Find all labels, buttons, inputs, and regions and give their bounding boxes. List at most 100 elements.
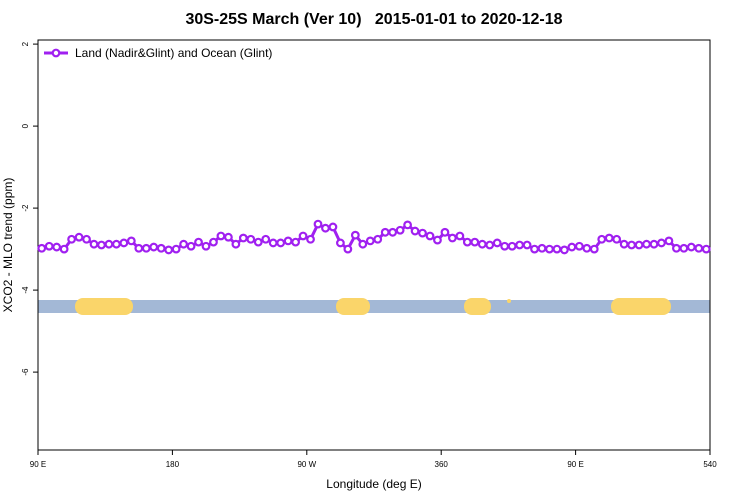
data-point [291, 237, 301, 247]
data-point [268, 238, 278, 248]
data-point [470, 237, 480, 247]
data-point [216, 231, 226, 241]
data-point [522, 240, 532, 250]
data-point [246, 234, 256, 244]
data-point [194, 237, 203, 247]
data-point [298, 231, 308, 241]
data-point [619, 239, 629, 249]
data-point [74, 232, 84, 242]
x-axis-label: Longitude (deg E) [326, 477, 421, 491]
data-point [253, 237, 263, 247]
data-point [560, 245, 569, 255]
data-point [261, 234, 271, 244]
data-point [694, 243, 704, 253]
data-point [410, 226, 420, 236]
data-point [440, 227, 450, 237]
land-strip [611, 298, 671, 315]
data-point [365, 236, 375, 246]
data-point [657, 238, 666, 248]
data-point [336, 238, 345, 248]
data-point [37, 243, 47, 253]
data-point [313, 219, 323, 229]
data-point [119, 238, 129, 248]
data-point [276, 238, 286, 248]
data-point [373, 234, 383, 244]
data-point [141, 243, 151, 253]
y-tick-label: -4 [21, 286, 30, 294]
data-point [149, 242, 159, 252]
data-point [343, 244, 353, 254]
data-point [134, 243, 144, 253]
x-tick-label: 180 [166, 460, 180, 469]
data-point [672, 243, 681, 253]
chart-title: 30S-25S March (Ver 10) 2015-01-01 to 202… [185, 11, 562, 28]
data-point [492, 238, 502, 248]
data-point [627, 240, 636, 250]
data-point [462, 237, 472, 247]
x-tick-label: 360 [435, 460, 449, 469]
data-point [515, 240, 524, 250]
data-point [306, 234, 315, 244]
data-point [433, 235, 442, 245]
data-point [642, 239, 651, 249]
land-strip [507, 299, 511, 303]
x-tick-label: 90 E [567, 460, 583, 469]
data-point [552, 244, 562, 254]
data-point [649, 239, 659, 249]
data-point [507, 241, 517, 251]
data-point [104, 239, 114, 249]
data-point [403, 220, 413, 230]
legend-marker [51, 48, 61, 58]
data-point [223, 232, 233, 242]
surface-strip [38, 298, 710, 315]
land-strip [336, 298, 370, 315]
y-tick-label: -6 [21, 368, 30, 376]
data-point [156, 243, 166, 253]
data-point [612, 234, 622, 244]
data-point [238, 233, 248, 243]
data-point [485, 240, 495, 250]
data-point [634, 240, 644, 250]
data-point [701, 244, 711, 254]
data-point [164, 245, 174, 255]
data-point [52, 242, 62, 252]
data-point [201, 241, 211, 251]
data-point [418, 228, 427, 238]
data-point [582, 243, 592, 253]
data-point [126, 236, 136, 246]
data-point [604, 233, 614, 243]
legend-label: Land (Nadir&Glint) and Ocean (Glint) [75, 46, 272, 60]
data-point [597, 234, 607, 244]
data-point [82, 234, 91, 244]
x-tick-label: 540 [703, 460, 717, 469]
data-point [545, 244, 554, 254]
data-point [388, 227, 398, 237]
data-point [328, 222, 338, 232]
data-point [321, 223, 330, 233]
x-tick-label: 90 E [30, 460, 46, 469]
data-point [589, 244, 599, 254]
data-point [186, 241, 196, 251]
data-point [380, 227, 390, 237]
x-tick-label: 90 W [297, 460, 316, 469]
data-point [89, 239, 99, 249]
data-point [537, 243, 547, 253]
data-point [171, 244, 181, 254]
data-point [111, 239, 121, 249]
data-point [67, 234, 76, 244]
data-point [209, 237, 218, 247]
data-point [530, 244, 539, 254]
data-point [664, 236, 674, 246]
ocean-strip [38, 300, 710, 313]
data-point [231, 239, 241, 249]
data-point [448, 233, 457, 243]
data-point [395, 225, 405, 235]
data-point [477, 239, 487, 249]
data-point [97, 240, 106, 250]
plot-frame [37, 39, 711, 451]
data-point [679, 243, 689, 253]
data-point [686, 242, 696, 252]
data-point [455, 231, 465, 241]
data-point [44, 241, 54, 251]
